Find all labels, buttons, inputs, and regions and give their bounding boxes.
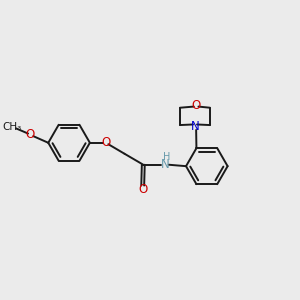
Text: CH₃: CH₃: [3, 122, 22, 132]
Text: N: N: [160, 158, 169, 171]
Text: N: N: [190, 120, 200, 133]
Text: O: O: [138, 183, 147, 196]
Text: O: O: [26, 128, 35, 141]
Text: O: O: [191, 99, 201, 112]
Text: H: H: [163, 152, 170, 162]
Text: O: O: [101, 136, 110, 149]
